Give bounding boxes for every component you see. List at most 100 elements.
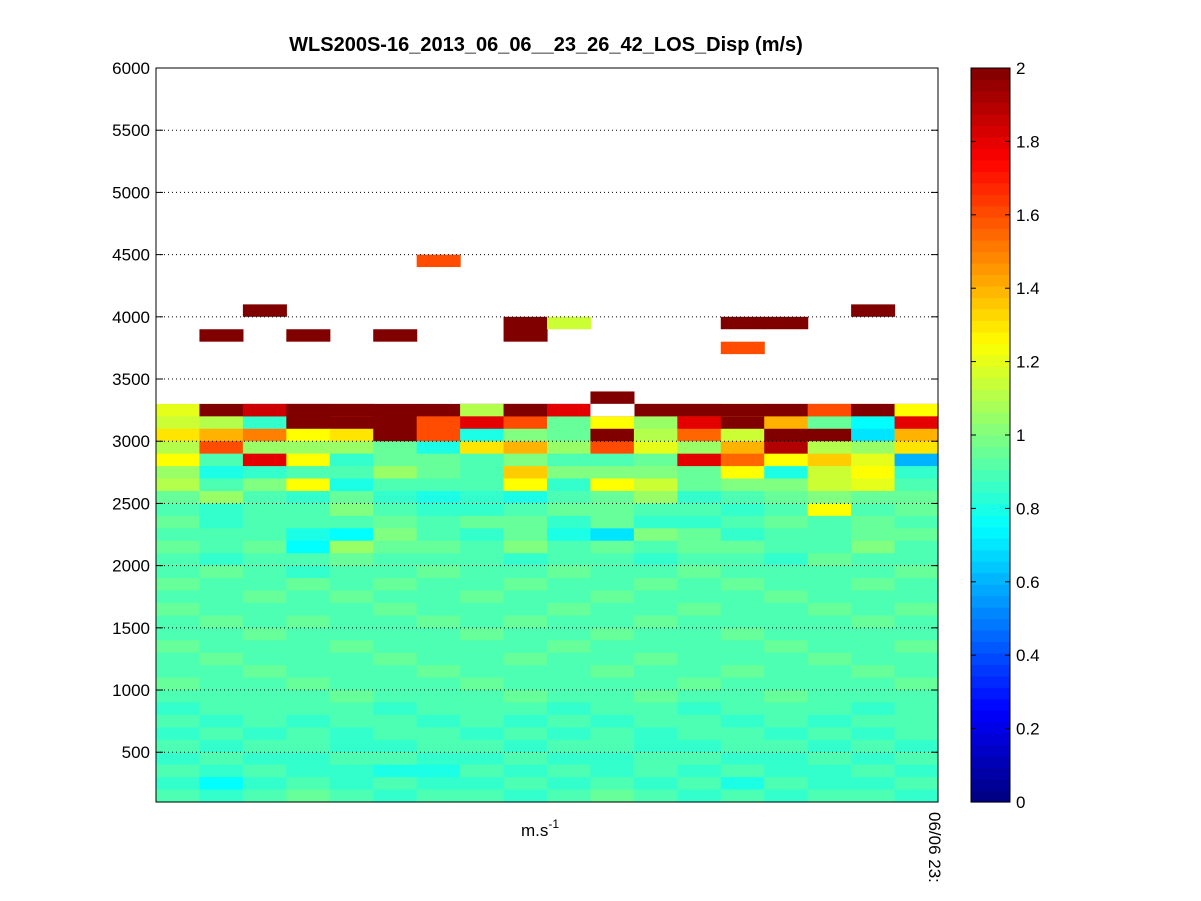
y-tick-label: 2500	[112, 494, 150, 513]
colorbar-segment	[971, 297, 1010, 310]
heatmap-cell	[764, 578, 809, 592]
heatmap-cell	[851, 702, 896, 716]
heatmap-cell	[199, 553, 244, 567]
colorbar-tick-label: 1.6	[1016, 206, 1040, 225]
heatmap-cell	[590, 640, 635, 654]
heatmap-cell	[807, 565, 852, 579]
heatmap-cell	[590, 627, 635, 641]
heatmap-cell	[460, 540, 505, 554]
heatmap-cell	[156, 416, 201, 430]
heatmap-cell	[677, 590, 722, 604]
heatmap-cell	[503, 403, 548, 417]
y-tick-label: 500	[122, 743, 150, 762]
y-tick-label: 4000	[112, 308, 150, 327]
heatmap-cell	[633, 652, 678, 666]
heatmap-cell	[807, 490, 852, 505]
heatmap-cell	[547, 578, 592, 592]
colorbar	[971, 68, 1010, 803]
heatmap-cell	[677, 441, 722, 455]
heatmap-cell	[460, 503, 505, 517]
heatmap-cell	[503, 690, 548, 704]
heatmap-cell	[156, 739, 201, 753]
heatmap-cell	[547, 615, 592, 629]
heatmap-cell	[286, 329, 331, 342]
heatmap-cell	[807, 503, 852, 517]
colorbar-segment	[971, 148, 1010, 161]
heatmap-cell	[547, 602, 592, 616]
heatmap-cell	[720, 727, 765, 741]
heatmap-cell	[547, 478, 592, 492]
colorbar-segment	[971, 274, 1010, 287]
heatmap-cell	[286, 590, 331, 604]
heatmap-cell	[373, 428, 418, 442]
heatmap-cell	[851, 764, 896, 778]
heatmap-cell	[329, 764, 374, 778]
heatmap-cell	[416, 503, 461, 517]
heatmap-cell	[373, 702, 418, 716]
heatmap-cell	[286, 627, 331, 641]
heatmap-cell	[373, 416, 418, 430]
heatmap-cell	[547, 441, 592, 455]
heatmap-cell	[720, 540, 765, 554]
heatmap-cell	[547, 640, 592, 654]
heatmap-cell	[373, 590, 418, 604]
heatmap-cell	[373, 739, 418, 753]
heatmap-cell	[416, 453, 461, 467]
colorbar-tick-label: 2	[1016, 59, 1025, 78]
heatmap-cell	[764, 503, 809, 517]
colorbar-segment	[971, 469, 1010, 482]
heatmap-cell	[807, 466, 852, 480]
colorbar-segment	[971, 756, 1010, 769]
heatmap-cell	[286, 528, 331, 542]
heatmap-cell	[894, 702, 939, 716]
heatmap-cell	[807, 590, 852, 604]
heatmap-cell	[720, 702, 765, 716]
heatmap-cell	[590, 590, 635, 604]
heatmap-cell	[547, 453, 592, 467]
heatmap-cell	[894, 403, 939, 417]
colorbar-segment	[971, 79, 1010, 92]
heatmap-cell	[547, 428, 592, 442]
heatmap-cell	[242, 428, 287, 442]
heatmap-cell	[894, 677, 939, 691]
heatmap-cell	[286, 565, 331, 579]
heatmap-cell	[156, 652, 201, 666]
colorbar-segment	[971, 343, 1010, 356]
heatmap-cell	[633, 466, 678, 480]
heatmap-cell	[156, 528, 201, 542]
heatmap-cell	[764, 490, 809, 505]
heatmap-cell	[329, 416, 374, 430]
heatmap-cell	[242, 466, 287, 480]
heatmap-cell	[764, 602, 809, 616]
heatmap-cell	[677, 764, 722, 778]
heatmap-cell	[590, 553, 635, 567]
heatmap-cell	[460, 515, 505, 529]
heatmap-cell	[242, 777, 287, 791]
heatmap-cell	[851, 690, 896, 704]
colorbar-segment	[971, 205, 1010, 218]
chart-title: WLS200S-16_2013_06_06__23_26_42_LOS_Disp…	[289, 34, 803, 56]
heatmap-cell	[851, 727, 896, 741]
heatmap-cell	[807, 727, 852, 741]
heatmap-cell	[764, 640, 809, 654]
heatmap-cell	[416, 702, 461, 716]
heatmap-cell	[199, 578, 244, 592]
heatmap-cell	[633, 540, 678, 554]
heatmap-cell	[547, 540, 592, 554]
heatmap-cell	[764, 652, 809, 666]
heatmap-cell	[329, 602, 374, 616]
heatmap-cell	[807, 652, 852, 666]
heatmap-cell	[286, 640, 331, 654]
heatmap-cell	[764, 565, 809, 579]
heatmap-cell	[329, 540, 374, 554]
heatmap-cell	[677, 727, 722, 741]
heatmap-cell	[156, 627, 201, 641]
heatmap-cell	[764, 714, 809, 728]
heatmap-cell	[242, 553, 287, 567]
heatmap-cell	[720, 714, 765, 728]
heatmap-cell	[633, 777, 678, 791]
heatmap-cell	[503, 739, 548, 753]
heatmap-cell	[851, 553, 896, 567]
heatmap-cell	[503, 702, 548, 716]
heatmap-cell	[329, 702, 374, 716]
